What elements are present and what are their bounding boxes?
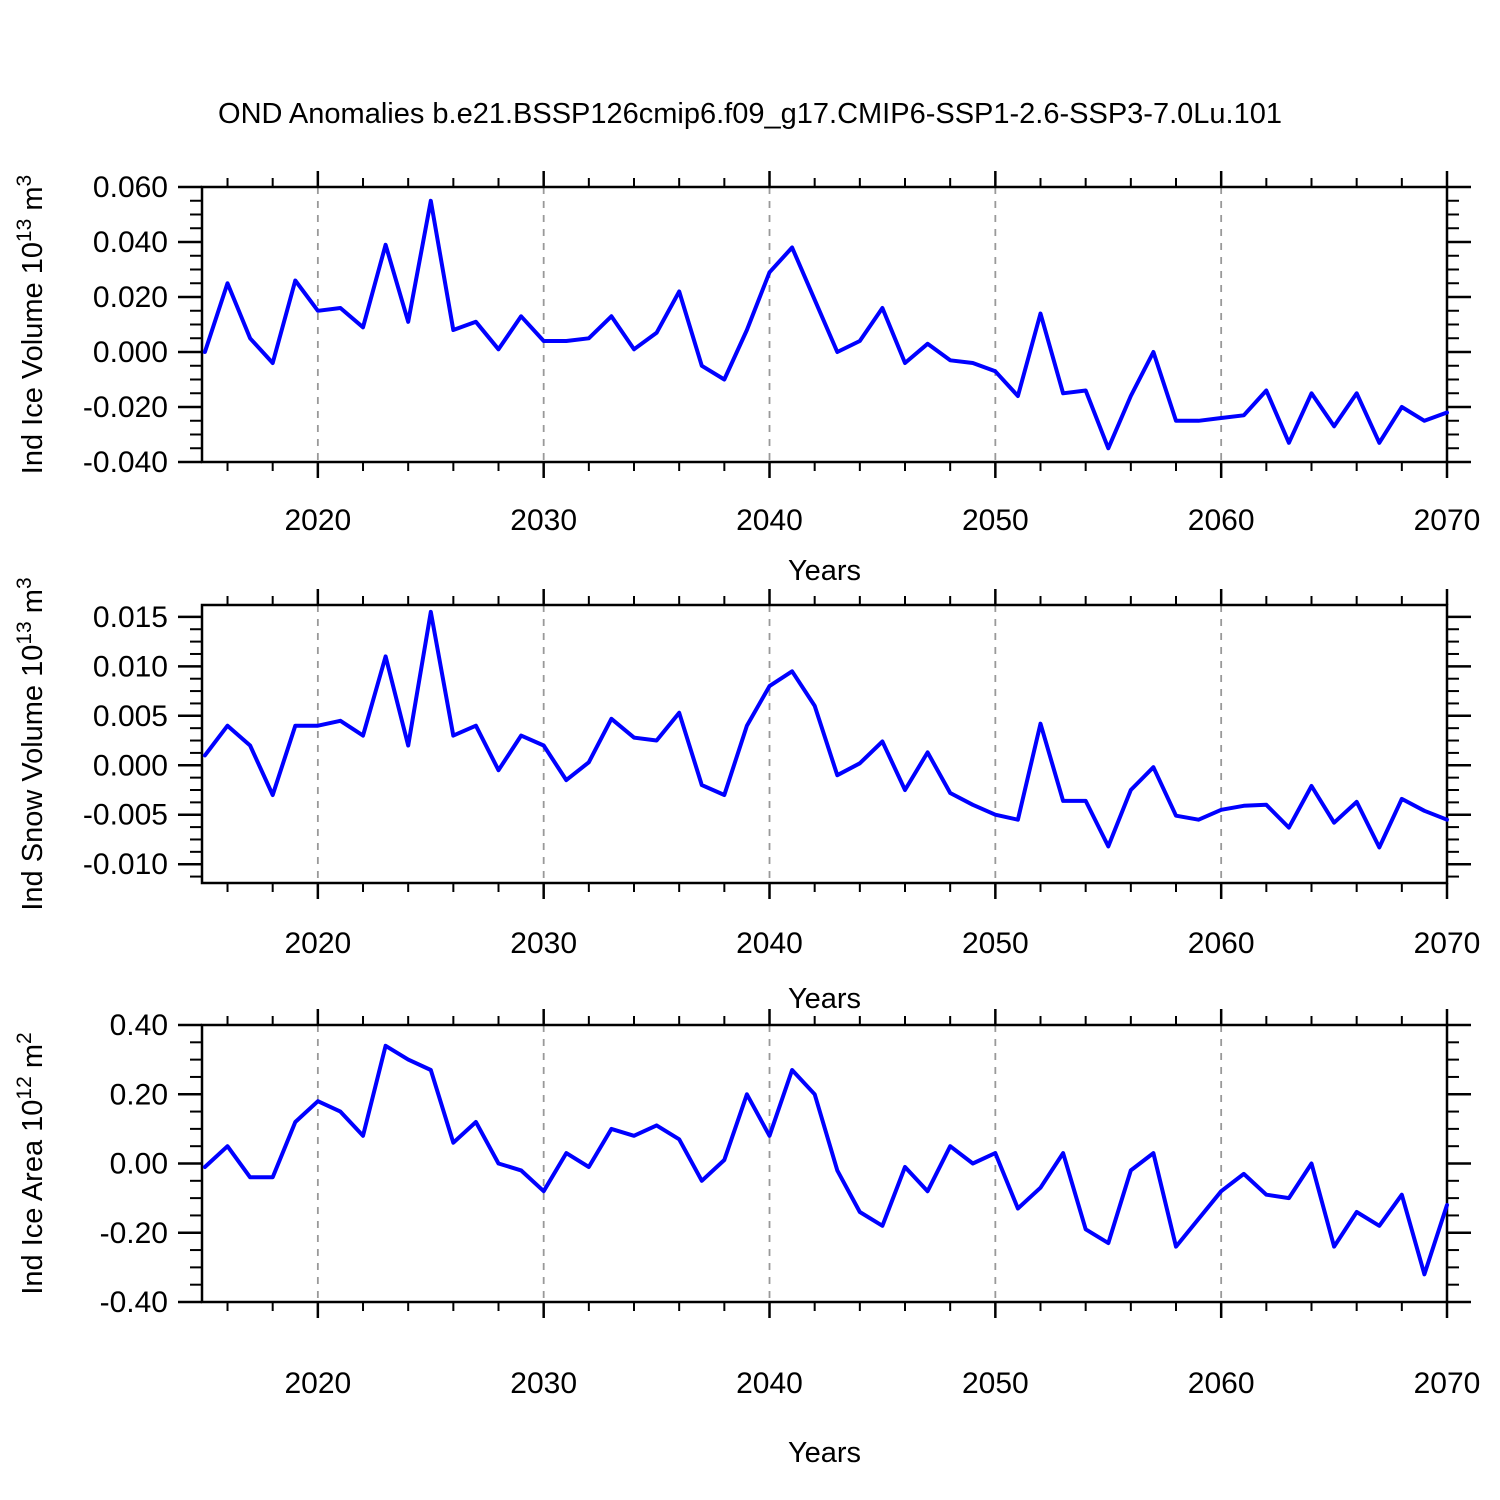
y-tick-label: 0.005	[93, 700, 168, 733]
x-tick-label: 2070	[1414, 504, 1481, 537]
y-tick-label: -0.020	[83, 391, 168, 424]
x-tick-label: 2030	[510, 504, 577, 537]
x-tick-label: 2020	[284, 927, 351, 960]
plot-box	[200, 603, 1449, 885]
panel-ind-ice-volume: 2020 2030 2040 2050 2060 2070 0.060 0.040 0.020 0…	[13, 171, 1480, 587]
x-tick-label: 2040	[736, 1367, 803, 1400]
y-tick-label: 0.000	[93, 336, 168, 369]
panel-ind-ice-area: 2020 2030 2040 2050 2060 2070 0.40 0.20 0.00 -0.2…	[13, 1009, 1480, 1469]
ind-ice-area-series-line	[202, 1043, 1449, 1277]
x-axis-label: Years	[788, 983, 861, 1015]
y-tick-label: -0.20	[100, 1217, 168, 1250]
x-tick-label: 2070	[1414, 1367, 1481, 1400]
x-tick-label: 2050	[962, 504, 1029, 537]
y-tick-label: 0.060	[93, 171, 168, 204]
y-tick-label: 0.000	[93, 749, 168, 782]
x-tick-label: 2030	[510, 927, 577, 960]
y-tick-label: 0.010	[93, 650, 168, 683]
y-tick-label: -0.40	[100, 1286, 168, 1319]
y-tick-label: 0.040	[93, 226, 168, 259]
x-tick-label: 2060	[1188, 504, 1255, 537]
y-tick-label: 0.40	[110, 1009, 168, 1042]
y-axis-label: Ind Snow Volume 1013 m3	[13, 577, 49, 910]
panel-ind-snow-volume: 2020 2030 2040 2050 2060 2070 0.015 0.010 0.005 0…	[13, 577, 1480, 1015]
x-tick-label: 2030	[510, 1367, 577, 1400]
x-axis-label: Years	[788, 555, 861, 587]
plot-box	[200, 185, 1449, 464]
y-axis-label: Ind Ice Volume 1013 m3	[13, 175, 49, 474]
y-tick-label: -0.040	[83, 446, 168, 479]
y-tick-label: -0.005	[83, 799, 168, 832]
y-tick-label: 0.20	[110, 1078, 168, 1111]
y-tick-label: 0.015	[93, 601, 168, 634]
x-tick-label: 2040	[736, 927, 803, 960]
x-tick-label: 2060	[1188, 927, 1255, 960]
x-tick-label: 2040	[736, 504, 803, 537]
y-tick-label: 0.00	[110, 1148, 168, 1181]
y-axis-label: Ind Ice Area 1012 m2	[13, 1032, 49, 1294]
x-axis-label: Years	[788, 1437, 861, 1469]
x-tick-label: 2020	[284, 1367, 351, 1400]
figure-title: OND Anomalies b.e21.BSSP126cmip6.f09_g17…	[218, 98, 1282, 130]
x-tick-label: 2070	[1414, 927, 1481, 960]
x-tick-label: 2020	[284, 504, 351, 537]
ind-ice-volume-series-line	[202, 198, 1449, 451]
x-tick-label: 2050	[962, 1367, 1029, 1400]
y-tick-label: 0.020	[93, 281, 168, 314]
y-tick-label: -0.010	[83, 848, 168, 881]
x-tick-label: 2060	[1188, 1367, 1255, 1400]
x-tick-label: 2050	[962, 927, 1029, 960]
plot-box	[200, 1023, 1449, 1304]
ind-snow-volume-series-line	[202, 609, 1449, 850]
